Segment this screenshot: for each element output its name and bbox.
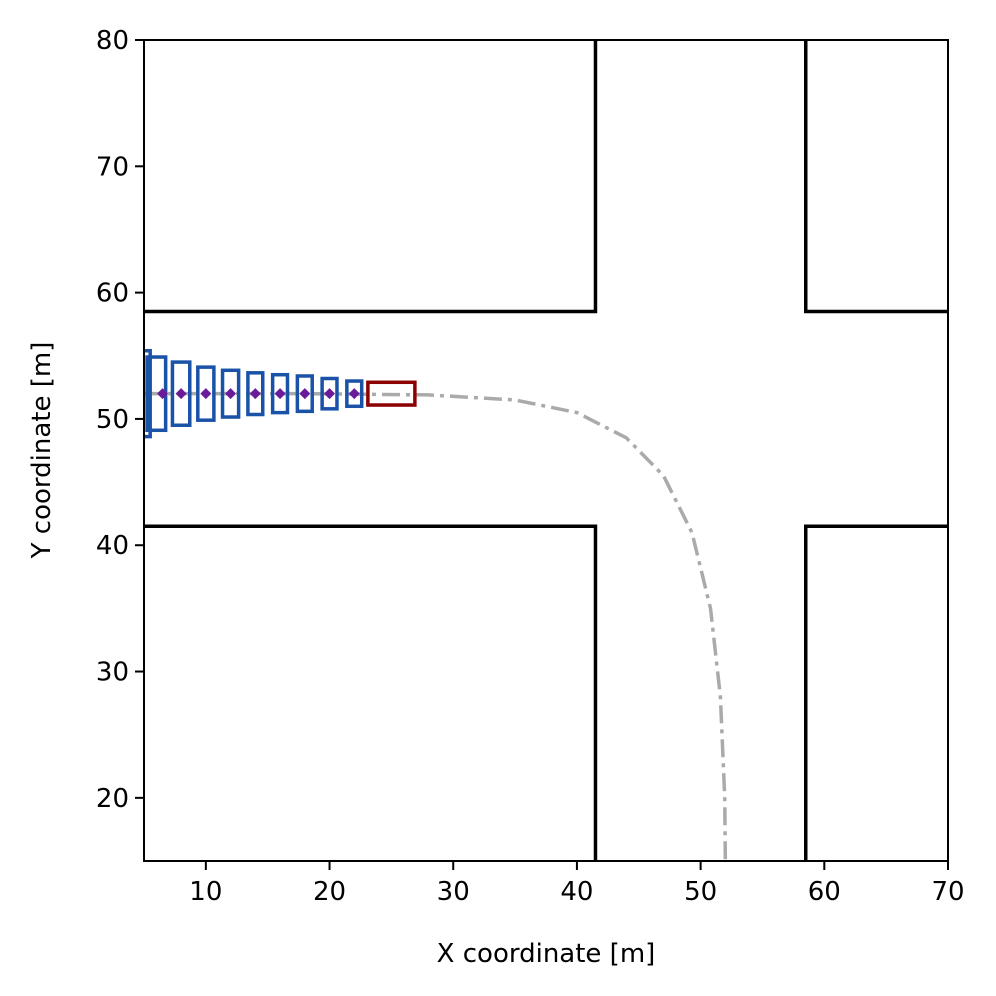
- x-tick-label: 10: [189, 877, 222, 907]
- x-axis-label: X coordinate [m]: [437, 939, 656, 969]
- y-tick-label: 80: [96, 26, 129, 56]
- y-tick-label: 60: [96, 279, 129, 309]
- reference-path-line: [144, 391, 728, 861]
- plot-area: [144, 40, 948, 861]
- ego-vehicle-box: [366, 380, 417, 407]
- predicted-center-marker: [225, 388, 237, 400]
- predicted-box: [345, 379, 364, 409]
- predicted-center-marker: [200, 388, 212, 400]
- x-tick-label: 60: [808, 877, 841, 907]
- road-edge: [804, 40, 948, 314]
- x-tick-label: 40: [560, 877, 593, 907]
- predicted-center-marker: [249, 388, 261, 400]
- predicted-center-marker: [348, 388, 360, 400]
- x-tick-label: 20: [313, 877, 346, 907]
- y-tick-label: 40: [96, 531, 129, 561]
- y-axis-label: Y coordinate [m]: [27, 342, 57, 560]
- plot-frame: [143, 39, 949, 862]
- predicted-box: [170, 360, 192, 427]
- road-edge: [144, 524, 598, 861]
- y-tick-label: 20: [96, 784, 129, 814]
- road-edge: [144, 40, 598, 314]
- x-tick-label: 70: [931, 877, 964, 907]
- y-tick-label: 30: [96, 658, 129, 688]
- predicted-center-marker: [175, 388, 187, 400]
- ticks-layer: 10 20 30 40 50 60 70 20 30 40 50 60 70 80: [96, 26, 965, 907]
- predicted-box: [270, 372, 290, 415]
- x-tick-label: 50: [684, 877, 717, 907]
- y-tick-label: 50: [96, 405, 129, 435]
- road-edge: [804, 524, 948, 861]
- predicted-box: [320, 376, 339, 411]
- predicted-box: [220, 368, 241, 419]
- predicted-center-marker: [274, 388, 286, 400]
- predicted-center-marker: [324, 388, 336, 400]
- predicted-box: [246, 371, 265, 417]
- predicted-center-marker: [157, 388, 169, 400]
- predicted-center-marker: [299, 388, 311, 400]
- predicted-box: [144, 348, 152, 439]
- data-layer: [144, 40, 948, 861]
- predicted-box: [295, 374, 314, 414]
- y-tick-label: 70: [96, 152, 129, 182]
- predicted-box: [196, 365, 216, 422]
- x-tick-label: 30: [437, 877, 470, 907]
